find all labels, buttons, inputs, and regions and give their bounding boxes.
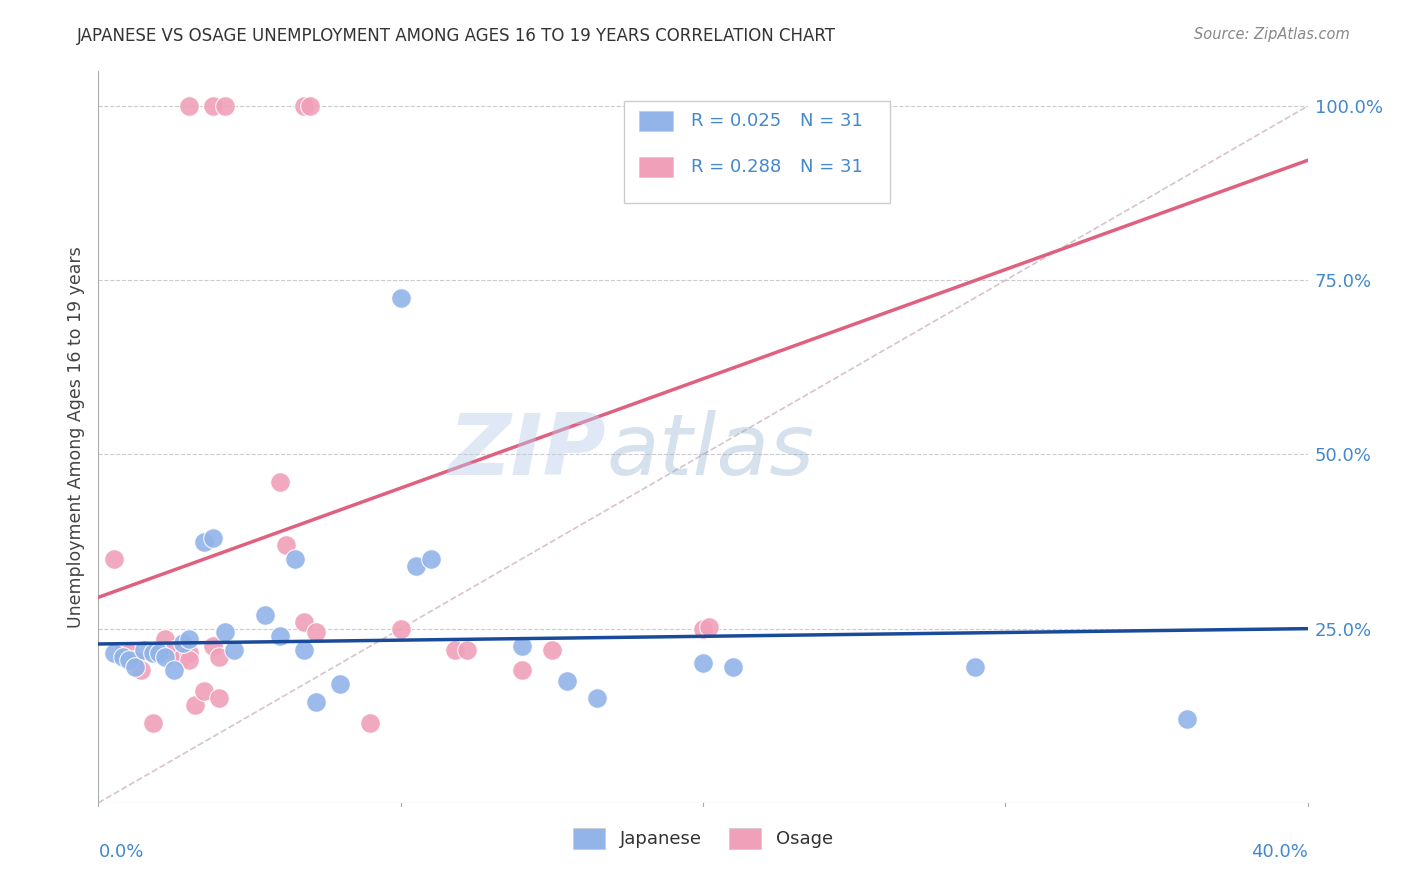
Point (420, 552, 443, 566)
Point (540, 642, 562, 657)
Point (292, 642, 315, 657)
Point (269, 629, 291, 643)
Point (360, 715, 382, 730)
Text: N = 31: N = 31 (800, 158, 863, 177)
Point (389, 622, 412, 636)
FancyBboxPatch shape (638, 157, 673, 178)
Point (224, 642, 246, 657)
Point (292, 615, 315, 629)
Text: R = 0.025: R = 0.025 (690, 112, 782, 130)
Point (692, 622, 714, 636)
Point (118, 646, 141, 660)
Point (214, 99, 236, 113)
Point (103, 646, 125, 660)
Point (202, 531, 225, 545)
Point (163, 642, 186, 657)
Point (697, 620, 720, 634)
Point (179, 99, 201, 113)
Point (111, 646, 134, 660)
Point (202, 99, 225, 113)
Point (142, 646, 165, 660)
Point (118, 653, 141, 667)
Point (153, 632, 176, 646)
Point (965, 660, 987, 674)
Text: atlas: atlas (606, 410, 814, 493)
Text: 40.0%: 40.0% (1251, 843, 1308, 861)
Point (510, 664, 533, 678)
Point (292, 99, 315, 113)
Point (389, 291, 412, 305)
FancyBboxPatch shape (638, 111, 673, 131)
Point (124, 653, 146, 667)
Point (329, 677, 352, 691)
FancyBboxPatch shape (624, 101, 890, 203)
Point (193, 684, 215, 698)
Point (179, 646, 201, 660)
Point (129, 664, 152, 678)
Point (274, 538, 297, 552)
Point (214, 625, 236, 640)
Point (405, 558, 427, 573)
Text: R = 0.288: R = 0.288 (690, 158, 782, 177)
Text: Source: ZipAtlas.com: Source: ZipAtlas.com (1194, 27, 1350, 42)
Text: 0.0%: 0.0% (98, 843, 143, 861)
Legend: Japanese, Osage: Japanese, Osage (565, 821, 841, 856)
Y-axis label: Unemployment Among Ages 16 to 19 years: Unemployment Among Ages 16 to 19 years (66, 246, 84, 628)
Point (184, 698, 207, 713)
Point (132, 642, 155, 657)
Point (179, 653, 201, 667)
Point (193, 534, 215, 549)
Point (148, 646, 170, 660)
Point (111, 649, 134, 664)
Point (555, 673, 578, 688)
Text: ZIP: ZIP (449, 410, 606, 493)
Point (444, 642, 467, 657)
Point (202, 639, 225, 653)
Point (723, 660, 745, 674)
Point (1175, 712, 1198, 726)
Point (586, 691, 609, 706)
Point (510, 639, 533, 653)
Point (284, 552, 307, 566)
Point (163, 664, 186, 678)
Point (208, 691, 231, 706)
Point (179, 632, 201, 646)
Point (253, 607, 276, 622)
Point (103, 552, 125, 566)
Point (305, 625, 328, 640)
Point (305, 695, 328, 709)
Point (208, 649, 231, 664)
Point (153, 649, 176, 664)
Text: N = 31: N = 31 (800, 112, 863, 130)
Point (172, 635, 194, 649)
Text: JAPANESE VS OSAGE UNEMPLOYMENT AMONG AGES 16 TO 19 YEARS CORRELATION CHART: JAPANESE VS OSAGE UNEMPLOYMENT AMONG AGE… (77, 27, 837, 45)
Point (692, 657, 714, 671)
Point (456, 642, 478, 657)
Point (299, 99, 322, 113)
Point (172, 649, 194, 664)
Point (269, 475, 291, 490)
Point (124, 660, 146, 674)
Point (142, 715, 165, 730)
